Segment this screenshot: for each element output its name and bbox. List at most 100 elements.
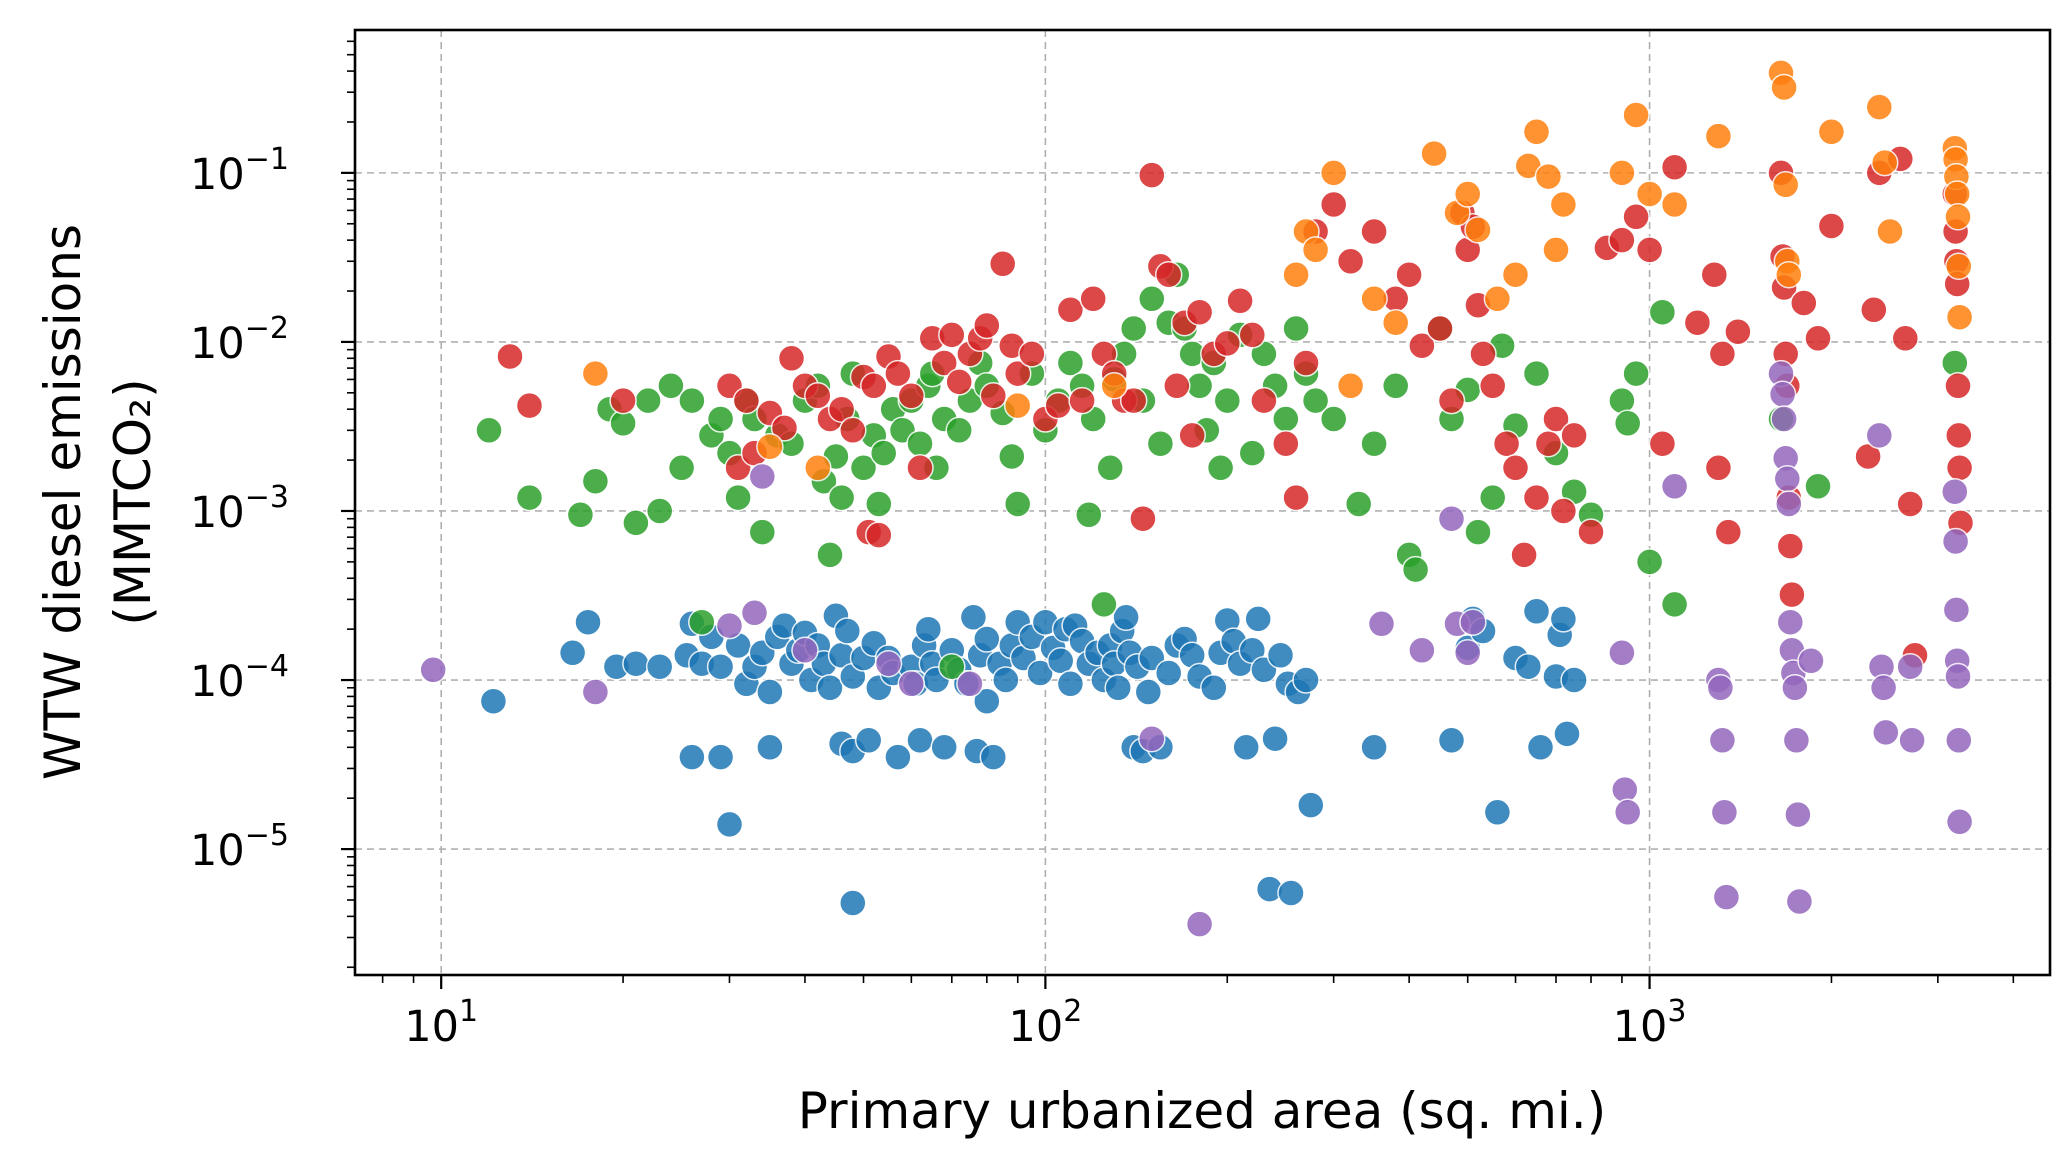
scatter-point xyxy=(1301,386,1330,415)
scatter-point xyxy=(1266,641,1295,670)
scatter-point xyxy=(1469,340,1497,368)
scatter-point xyxy=(1865,421,1894,450)
data-points xyxy=(419,59,1975,938)
scatter-point xyxy=(1206,454,1235,482)
scatter-point xyxy=(1804,324,1832,353)
scatter-point xyxy=(1492,429,1521,458)
scatter-point xyxy=(1261,724,1289,753)
scatter-point xyxy=(1945,252,1973,281)
scatter-point xyxy=(1360,217,1388,246)
scatter-point xyxy=(748,518,777,546)
scatter-point xyxy=(715,611,744,640)
scatter-point xyxy=(827,483,856,512)
scatter-point xyxy=(1613,798,1642,827)
scatter-point xyxy=(1891,324,1920,353)
scatter-point xyxy=(1660,153,1689,181)
scatter-point xyxy=(1401,555,1430,584)
scatter-point xyxy=(1778,580,1806,609)
scatter-point xyxy=(1522,597,1551,626)
scatter-point xyxy=(1776,532,1805,560)
scatter-point xyxy=(1773,465,1802,493)
scatter-point xyxy=(1797,647,1825,675)
scatter-point xyxy=(622,649,650,678)
scatter-point xyxy=(645,497,674,525)
scatter-point xyxy=(1483,798,1512,827)
scatter-point xyxy=(1608,159,1636,187)
scatter-point xyxy=(1056,349,1085,377)
scatter-point xyxy=(566,501,595,529)
scatter-point xyxy=(804,382,832,410)
scatter-point xyxy=(938,321,966,349)
scatter-point xyxy=(839,416,867,445)
scatter-point xyxy=(1944,662,1972,691)
scatter-point xyxy=(1944,203,1972,231)
scatter-point xyxy=(1941,349,1969,377)
scatter-point xyxy=(988,250,1017,278)
scatter-point xyxy=(1200,674,1228,702)
scatter-point xyxy=(558,639,587,667)
scatter-point xyxy=(1119,314,1148,343)
scatter-point xyxy=(906,454,934,482)
scatter-point xyxy=(1134,678,1163,706)
scatter-point xyxy=(1860,296,1888,324)
scatter-point xyxy=(1635,548,1664,576)
scatter-point xyxy=(938,652,966,681)
scatter-point xyxy=(1635,236,1664,264)
scatter-point xyxy=(1112,603,1140,632)
scatter-point xyxy=(1026,659,1054,687)
scatter-point xyxy=(1865,93,1894,121)
scatter-point xyxy=(1100,372,1128,400)
scatter-point xyxy=(914,615,943,643)
scatter-point xyxy=(1869,674,1898,702)
scatter-point xyxy=(1154,260,1183,289)
scatter-point xyxy=(515,391,544,420)
scatter-point xyxy=(1464,518,1492,546)
scatter-point xyxy=(1945,303,1974,331)
scatter-point xyxy=(1367,610,1396,638)
scatter-point xyxy=(1785,887,1814,916)
scatter-point xyxy=(1660,472,1689,501)
scatter-point xyxy=(1408,636,1436,665)
scatter-point xyxy=(581,359,610,388)
scatter-point xyxy=(1710,798,1739,827)
scatter-point xyxy=(777,344,806,373)
scatter-point xyxy=(1542,236,1570,264)
scatter-point xyxy=(1178,421,1206,450)
scatter-point xyxy=(748,462,777,491)
scatter-point xyxy=(1608,386,1636,415)
scatter-point xyxy=(1250,386,1278,415)
scatter-point xyxy=(1704,454,1733,482)
scatter-point xyxy=(1817,212,1846,240)
scatter-point xyxy=(1478,372,1507,400)
scatter-point xyxy=(1226,287,1254,315)
scatter-point xyxy=(1782,726,1811,755)
scatter-point xyxy=(1522,118,1551,146)
scatter-point xyxy=(874,649,903,678)
scatter-point xyxy=(740,599,769,627)
scatter-point xyxy=(479,687,508,715)
scatter-point xyxy=(1238,321,1267,349)
scatter-point xyxy=(1272,429,1300,458)
scatter-point xyxy=(1336,247,1365,276)
scatter-point xyxy=(1542,405,1570,433)
scatter-point xyxy=(1770,405,1798,433)
scatter-point xyxy=(1553,720,1581,748)
y-tick-label: 10−1 xyxy=(190,142,289,200)
scatter-point xyxy=(715,810,744,839)
scatter-point xyxy=(622,509,650,537)
scatter-point xyxy=(678,386,706,415)
scatter-point xyxy=(1776,608,1805,636)
scatter-point xyxy=(609,386,637,415)
scatter-point xyxy=(1854,442,1882,471)
scatter-point xyxy=(1146,429,1175,458)
scatter-point xyxy=(1437,726,1466,755)
scatter-point xyxy=(854,726,883,755)
scatter-point xyxy=(791,636,819,665)
scatter-point xyxy=(1046,647,1075,675)
x-tick-label: 101 xyxy=(404,994,478,1052)
scatter-point xyxy=(1185,910,1214,938)
scatter-point xyxy=(1613,409,1642,438)
scatter-point xyxy=(1660,190,1689,219)
scatter-point xyxy=(1360,285,1388,313)
